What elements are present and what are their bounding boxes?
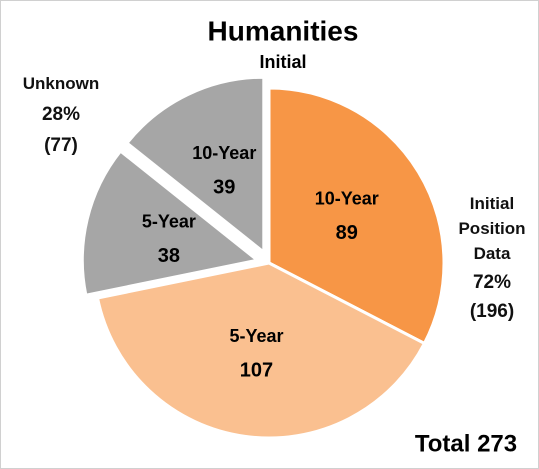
chart-title: Humanities	[208, 15, 359, 46]
group-name: Initial Position Data	[458, 194, 526, 263]
chart-subtitle: Initial	[259, 52, 306, 72]
slice-value: 107	[240, 359, 273, 381]
slice-category: 5-Year	[229, 326, 283, 346]
slice-category: 5-Year	[142, 212, 196, 232]
slice-value: 39	[213, 176, 235, 198]
slice-value: 89	[336, 222, 358, 244]
pie-slice	[95, 261, 427, 440]
total-label: Total 273	[415, 430, 517, 457]
pie-slice	[124, 75, 266, 256]
group-share: 28%	[41, 104, 81, 125]
group-name: Unknown	[22, 74, 100, 93]
group-label: Unknown 28% (77)	[11, 71, 111, 158]
group-value: (196)	[469, 301, 515, 322]
group-share: 72%	[472, 272, 512, 293]
group-value: (77)	[44, 135, 78, 156]
slice-category: 10-Year	[192, 143, 256, 163]
group-label: Initial Position Data 72% (196)	[449, 191, 535, 324]
pie-slice	[80, 148, 261, 297]
slice-value: 38	[158, 245, 180, 267]
pie-slice	[267, 86, 446, 346]
slice-category: 10-Year	[315, 188, 379, 208]
